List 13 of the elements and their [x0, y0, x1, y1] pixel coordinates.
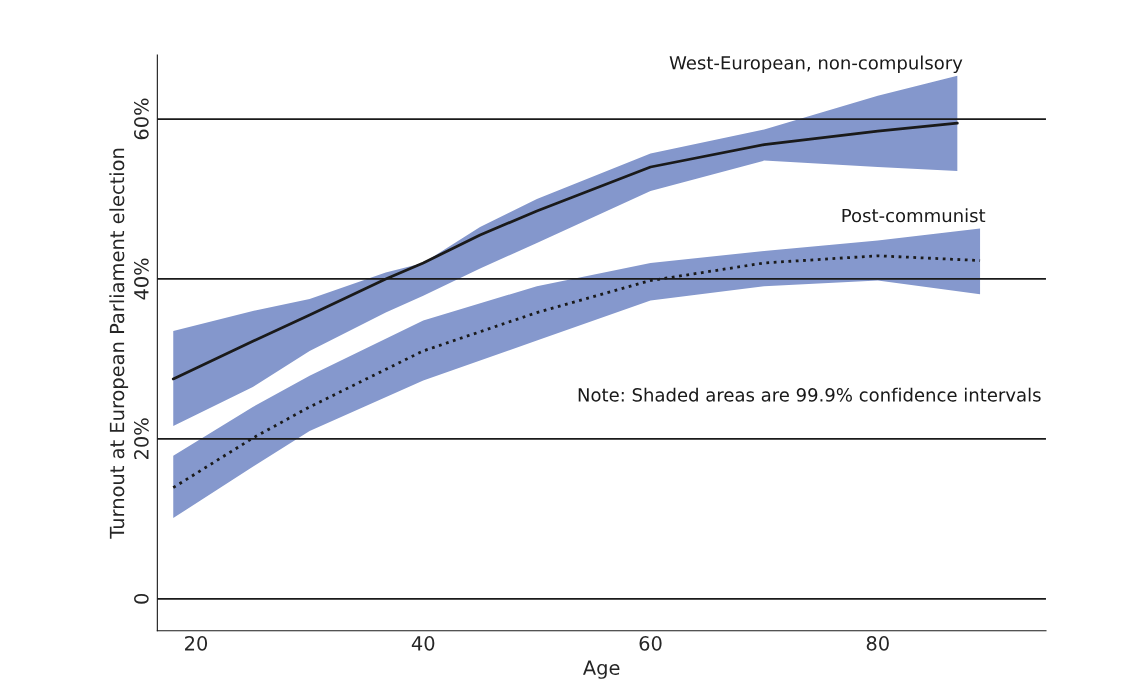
annotation: Note: Shaded areas are 99.9% confidence intervals: [578, 387, 1041, 402]
text: West-European, non-compulsory: [669, 55, 963, 74]
y-tick-label: 20%: [134, 418, 149, 460]
x-tick-label: 80: [866, 635, 889, 651]
x-tick-label: 60: [639, 635, 662, 651]
x-axis-title: Age: [583, 660, 620, 679]
y-tick-label: 60%: [134, 98, 149, 140]
x-tick-label: 20: [185, 635, 208, 651]
series-label: Post-communist: [842, 208, 986, 223]
x-tick-label: 40: [411, 635, 435, 651]
y-tick-label: 40%: [134, 258, 149, 300]
y-axis-title: Turnout at European Parliament election: [109, 148, 129, 539]
y-tick-label: 0: [134, 593, 149, 604]
